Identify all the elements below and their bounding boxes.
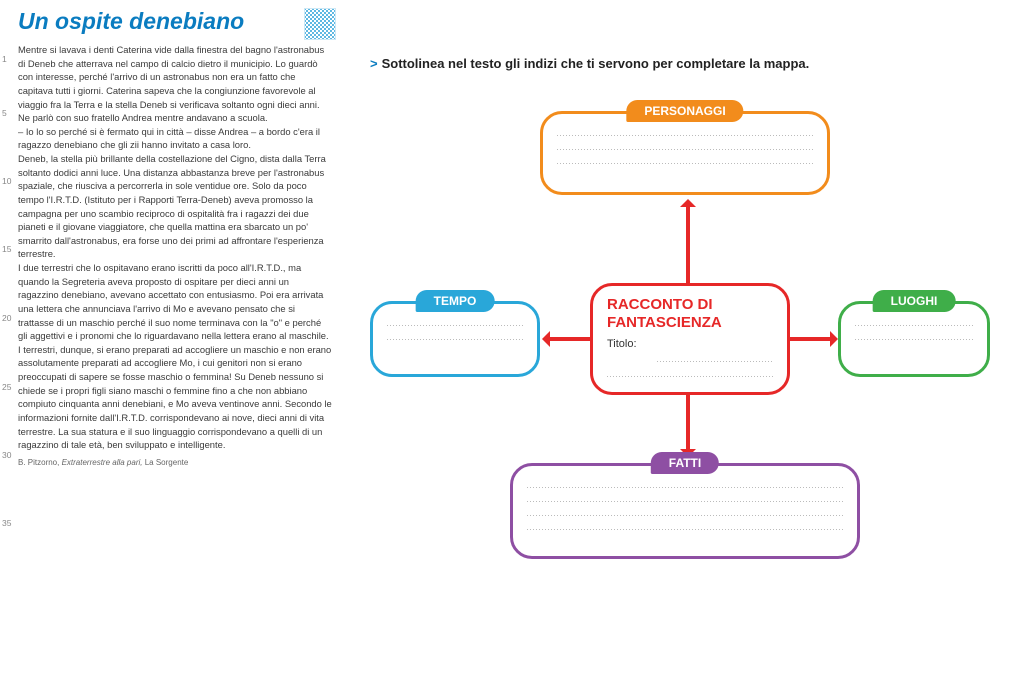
fill-line[interactable] <box>527 478 843 490</box>
fill-line[interactable] <box>855 330 973 342</box>
line-number: 35 <box>2 518 11 528</box>
fill-line[interactable] <box>855 316 973 328</box>
qr-code-icon <box>304 8 336 40</box>
center-title: RACCONTO DI FANTASCIENZA <box>607 296 773 332</box>
line-number: 5 <box>2 108 7 118</box>
credit-title: Extraterrestre alla pari, <box>62 458 145 467</box>
concept-map: RACCONTO DI FANTASCIENZA Titolo: PERSONA… <box>370 91 990 611</box>
instruction-text: Sottolinea nel testo gli indizi che ti s… <box>382 56 810 71</box>
personaggi-box: PERSONAGGI <box>540 111 830 195</box>
fill-line[interactable] <box>387 316 523 328</box>
story-credit: B. Pitzorno, Extraterrestre alla pari, L… <box>18 458 332 467</box>
tempo-label: TEMPO <box>416 290 495 312</box>
fill-line[interactable] <box>527 520 843 532</box>
titolo-row[interactable]: Titolo: <box>607 338 773 365</box>
line-number: 30 <box>2 450 11 460</box>
fill-line[interactable] <box>527 506 843 518</box>
fill-line[interactable] <box>657 352 773 364</box>
fill-line[interactable] <box>557 154 813 166</box>
fill-line[interactable] <box>557 126 813 138</box>
fill-line[interactable] <box>387 330 523 342</box>
left-column: Un ospite denebiano 1 5 10 15 20 25 30 3… <box>0 0 340 682</box>
chevron-icon: > <box>370 56 378 71</box>
fatti-box: FATTI <box>510 463 860 559</box>
instruction: > Sottolinea nel testo gli indizi che ti … <box>370 56 998 71</box>
luoghi-box: LUOGHI <box>838 301 990 377</box>
fill-line[interactable] <box>557 140 813 152</box>
arrow-down-icon <box>686 395 690 455</box>
arrow-up-icon <box>686 201 690 283</box>
line-number: 20 <box>2 313 11 323</box>
arrow-left-icon <box>544 337 590 341</box>
tempo-box: TEMPO <box>370 301 540 377</box>
line-number: 10 <box>2 176 11 186</box>
center-box: RACCONTO DI FANTASCIENZA Titolo: <box>590 283 790 395</box>
credit-publisher: La Sorgente <box>145 458 189 467</box>
luoghi-label: LUOGHI <box>873 290 956 312</box>
right-column: > Sottolinea nel testo gli indizi che ti … <box>340 0 1018 682</box>
story-body: Mentre si lavava i denti Caterina vide d… <box>18 43 332 452</box>
line-number: 1 <box>2 54 7 64</box>
titolo-label: Titolo: <box>607 338 637 350</box>
personaggi-label: PERSONAGGI <box>626 100 743 122</box>
fatti-label: FATTI <box>651 452 719 474</box>
fill-line[interactable] <box>527 492 843 504</box>
credit-author: B. Pitzorno, <box>18 458 62 467</box>
line-number: 15 <box>2 244 11 254</box>
fill-line[interactable] <box>607 367 773 379</box>
story-title: Un ospite denebiano <box>18 8 332 35</box>
arrow-right-icon <box>790 337 836 341</box>
line-number: 25 <box>2 382 11 392</box>
